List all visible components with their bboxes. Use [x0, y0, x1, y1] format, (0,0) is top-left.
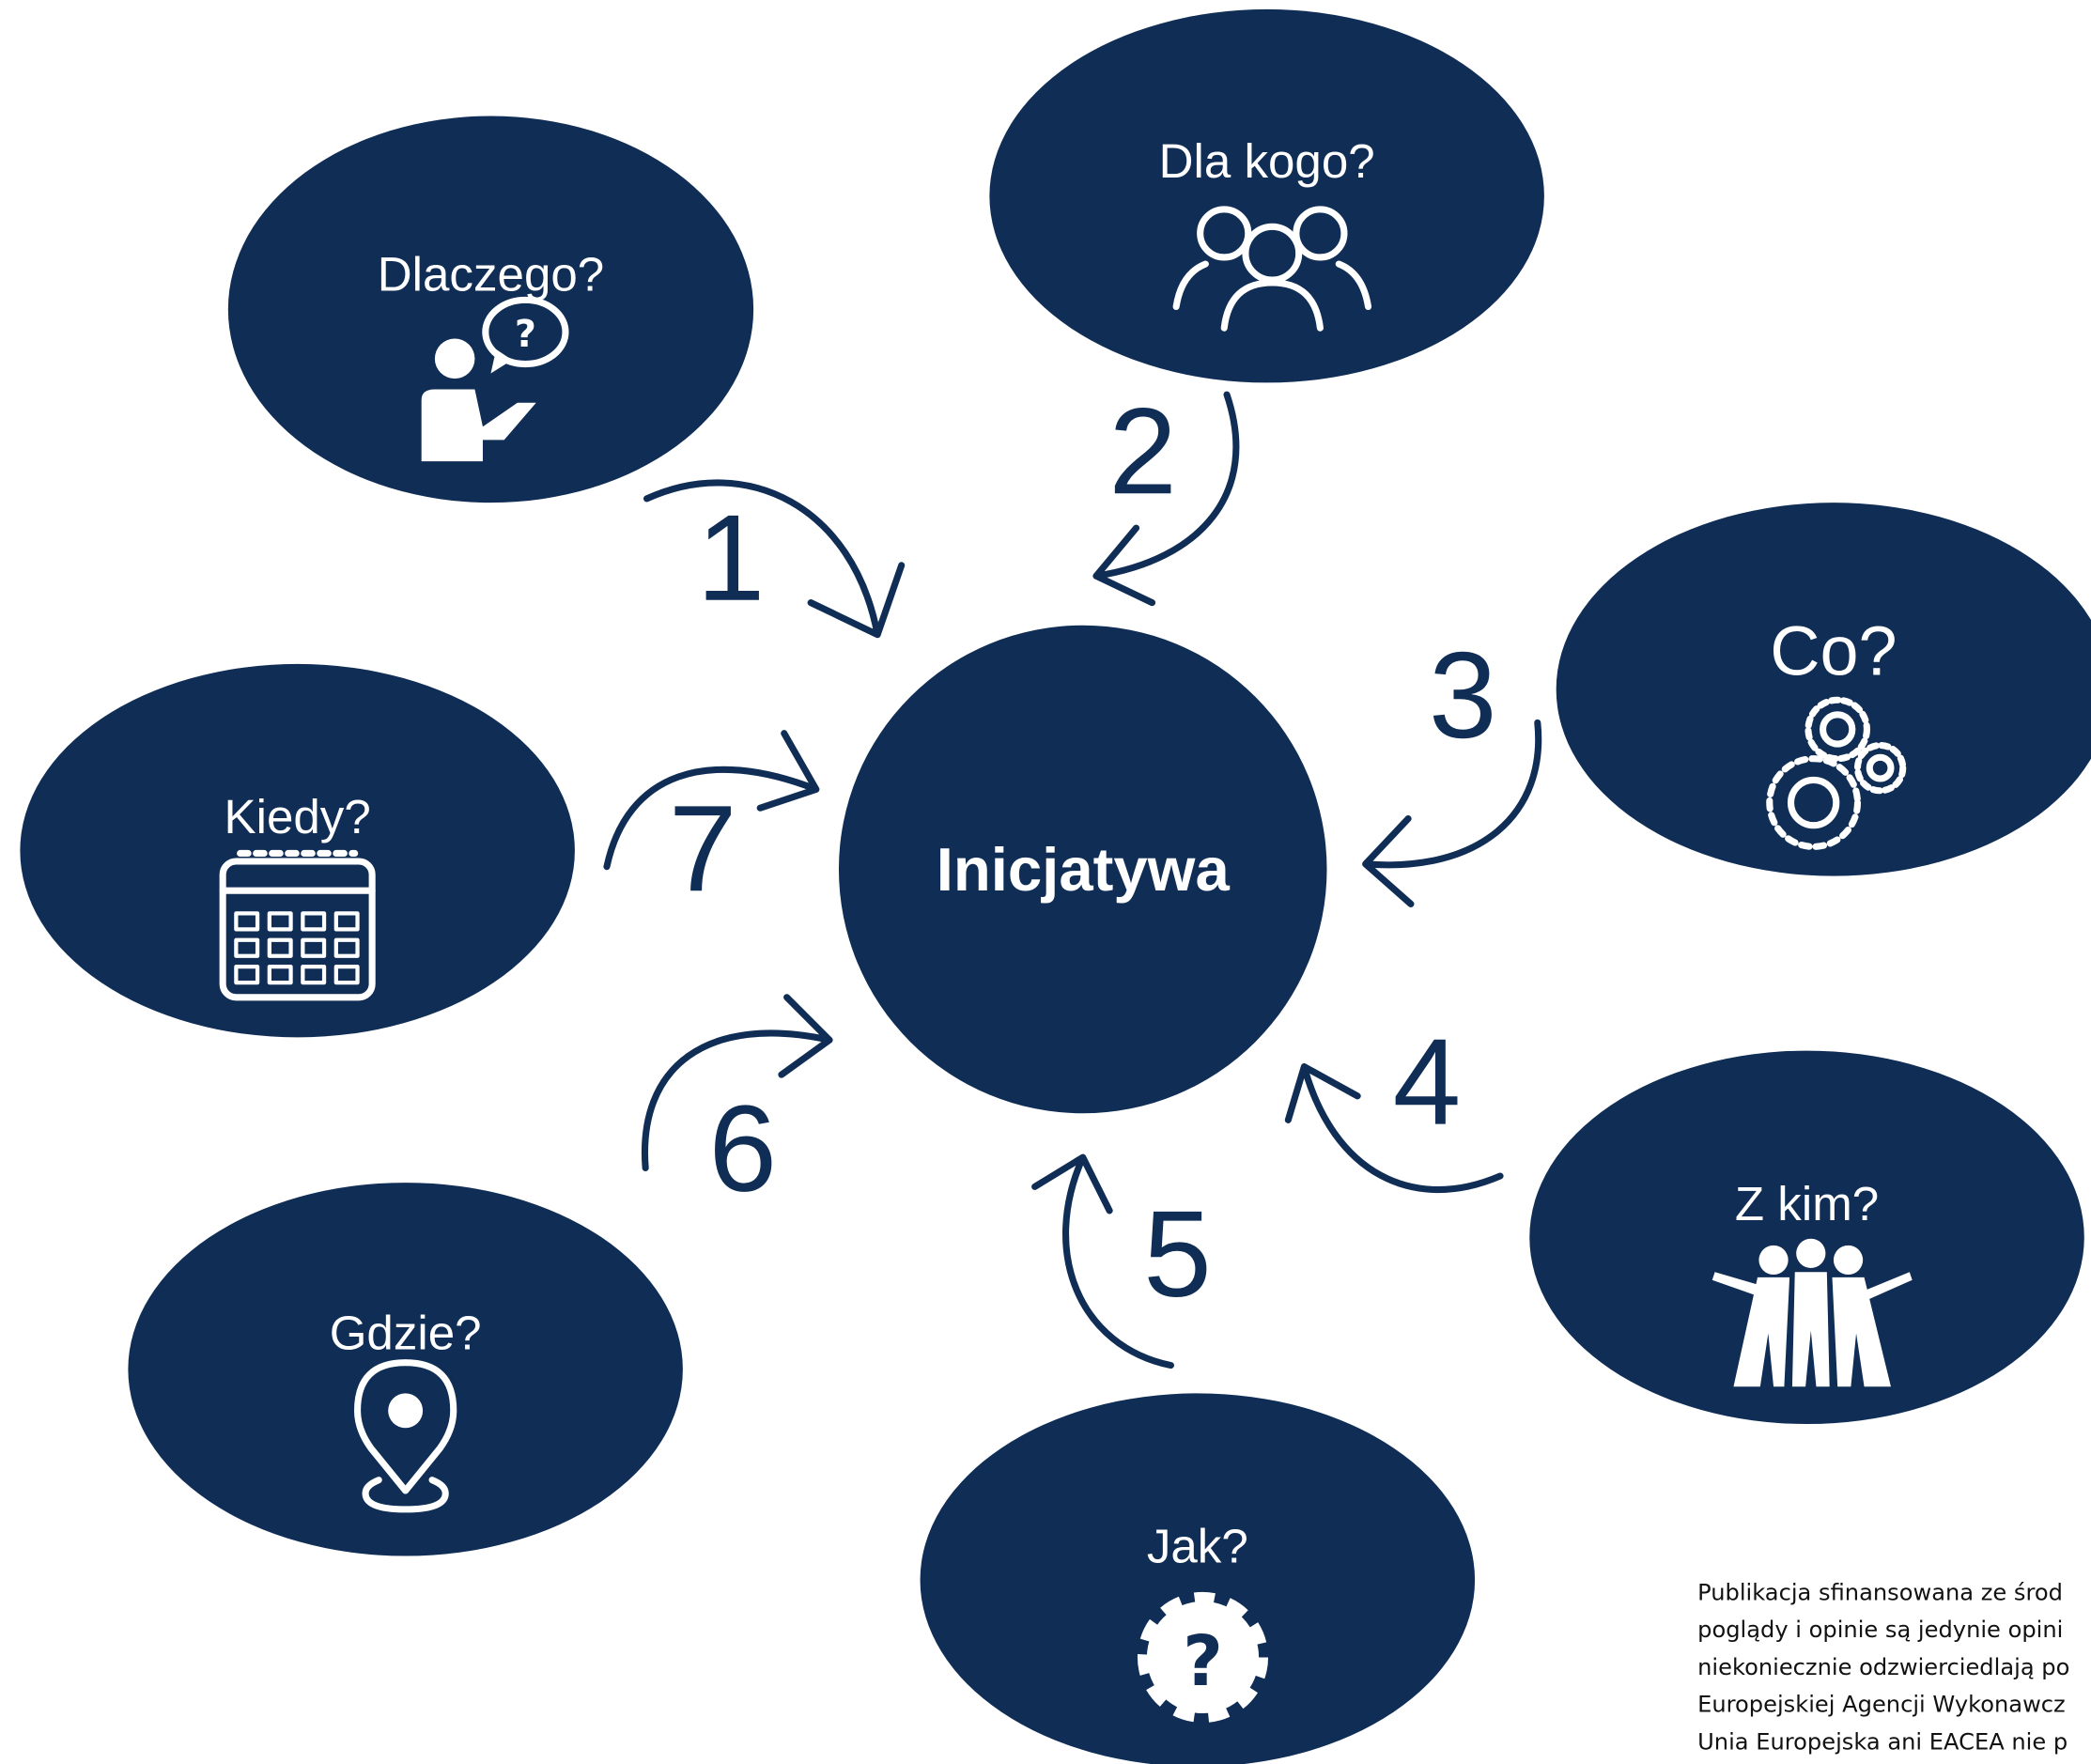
calendar-icon [219, 849, 376, 1001]
step-number: 4 [1393, 1014, 1462, 1151]
arrow [603, 730, 820, 871]
arrow [1362, 719, 1542, 907]
icons: ? ? [219, 206, 1913, 1723]
svg-text:?: ? [1183, 1621, 1223, 1702]
node-label: Dla kogo? [1159, 134, 1375, 188]
footer-line: niekoniecznie odzwierciedlają po [1697, 1654, 2069, 1680]
svg-text:?: ? [515, 313, 536, 356]
footer-line: Unia Europejska ani EACEA nie p [1697, 1728, 2068, 1755]
footer-line: Publikacja sfinansowana ze środ [1697, 1579, 2063, 1605]
node-label: Jak? [1147, 1520, 1248, 1573]
arrows [603, 391, 1542, 1369]
center-label: Inicjatywa [937, 835, 1231, 904]
node-label: Gdzie? [330, 1307, 482, 1360]
bubble [128, 1183, 683, 1556]
footer-line: poglądy i opinie są jedynie opini [1697, 1617, 2063, 1643]
footer: Publikacja sfinansowana ze środ poglądy … [1697, 1579, 2069, 1755]
step-number: 6 [708, 1080, 777, 1217]
group-icon [1172, 206, 1372, 332]
step-number: 1 [697, 489, 766, 627]
gears-icon [1766, 696, 1907, 850]
bubble [1556, 503, 2091, 876]
node-label: Z kim? [1735, 1177, 1879, 1230]
arrow [1284, 1063, 1504, 1193]
arrow [643, 479, 906, 639]
step-number: 3 [1429, 627, 1497, 764]
location-icon [353, 1359, 457, 1513]
bubble [920, 1393, 1475, 1764]
step-number: 5 [1143, 1185, 1212, 1323]
footer-line: Europejskiej Agencji Wykonawcz [1697, 1692, 2066, 1718]
bubble [989, 8, 1544, 383]
arrow [1092, 391, 1240, 607]
arrow [641, 994, 833, 1172]
center-circle [838, 625, 1327, 1114]
step-number: 2 [1108, 382, 1177, 519]
node-label: Kiedy? [225, 790, 371, 843]
person-question-icon: ? [421, 296, 569, 462]
node-label: Dlaczego? [378, 247, 604, 301]
arrow [1031, 1153, 1174, 1369]
bubble [227, 116, 754, 503]
bubble [1529, 1050, 2084, 1425]
friends-icon [1712, 1238, 1913, 1387]
gear-question-icon: ? [1137, 1591, 1269, 1723]
step-number: 7 [669, 780, 737, 917]
node-label: Co? [1770, 611, 1897, 689]
